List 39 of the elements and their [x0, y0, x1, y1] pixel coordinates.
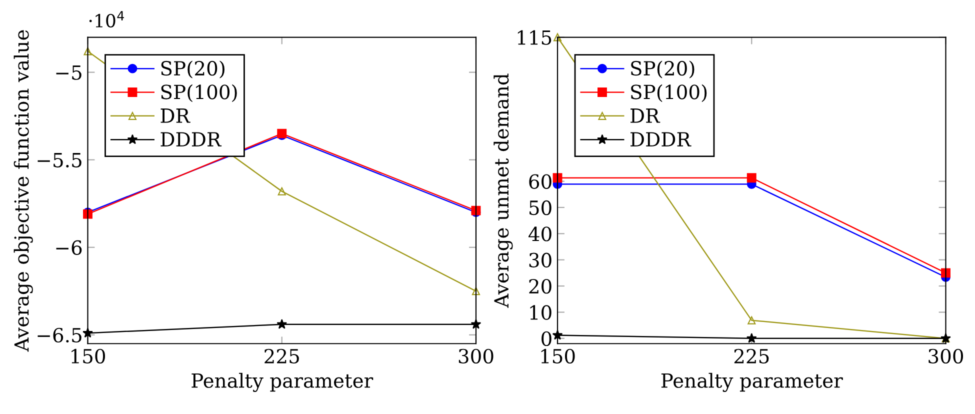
y-tick-label: 0	[542, 331, 552, 346]
legend-label: DDDR	[630, 132, 692, 146]
x-tick-label: 225	[264, 348, 299, 364]
y-tick-label: −5	[56, 65, 82, 80]
x-tick-label: 150	[72, 348, 106, 364]
point	[746, 332, 757, 343]
x-tick-label: 300	[458, 348, 494, 364]
y-tick-label: −5.5	[38, 153, 82, 168]
legend-label: SP(100)	[631, 84, 707, 102]
point	[746, 173, 756, 183]
point	[276, 318, 288, 329]
y-axis-title: Average unmet demand	[494, 74, 513, 308]
x-tick-label: 300	[928, 348, 964, 364]
x-axis-title: Penalty parameter	[192, 372, 374, 392]
y-tick-label: 30	[529, 252, 552, 268]
legend-label: SP(20)	[631, 60, 694, 78]
x-tick-label: 225	[734, 348, 769, 364]
y-axis-title: Average objective function value	[14, 30, 33, 352]
y-tick-label: 50	[530, 200, 552, 216]
text: ·10$^{4}$	[89, 11, 124, 28]
legend-label: SP(20)	[161, 60, 224, 78]
y-tick-label: 40	[528, 226, 552, 242]
point	[553, 33, 562, 42]
y-tick-label: −6.5	[38, 328, 82, 343]
y-tick-label: −6	[56, 240, 82, 255]
point	[748, 316, 756, 324]
y-tick-label: 60	[529, 174, 552, 189]
y-tick-label: 10	[530, 305, 552, 320]
y-tick-label: 115	[518, 30, 552, 45]
legend-label: SP(100)	[161, 84, 237, 102]
y-tick-label: 20	[529, 278, 552, 294]
x-axis-title: Penalty parameter	[661, 372, 843, 392]
legend-label: DR	[630, 108, 660, 123]
point	[278, 187, 286, 196]
x-tick-label: 150	[541, 348, 575, 364]
legend-label: DDDR	[160, 132, 222, 146]
point	[84, 47, 92, 56]
point	[472, 287, 480, 296]
legend-label: DR	[160, 108, 190, 123]
